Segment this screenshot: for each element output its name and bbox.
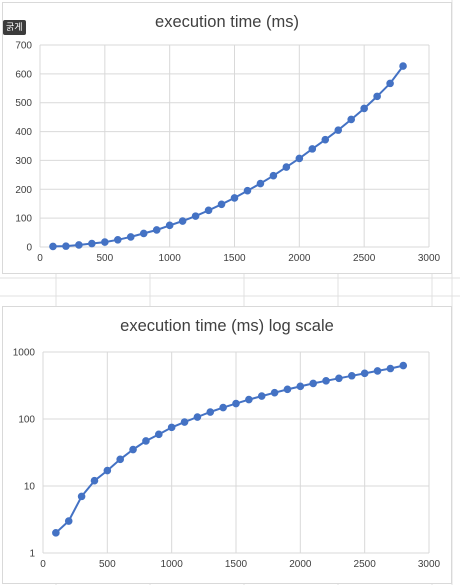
y-tick-label: 1000 bbox=[13, 348, 36, 359]
data-point[interactable] bbox=[245, 395, 253, 404]
series-line bbox=[55, 364, 404, 534]
series-line bbox=[52, 65, 404, 248]
data-point[interactable] bbox=[62, 242, 70, 250]
x-tick-label: 1000 bbox=[159, 253, 182, 264]
data-point[interactable] bbox=[167, 423, 176, 432]
data-point[interactable] bbox=[257, 392, 266, 400]
data-point[interactable] bbox=[399, 361, 408, 370]
y-tick-label: 10 bbox=[24, 482, 36, 493]
data-point[interactable] bbox=[232, 399, 240, 408]
y-tick-label: 300 bbox=[15, 156, 32, 167]
data-point[interactable] bbox=[204, 206, 213, 215]
data-point[interactable] bbox=[75, 241, 83, 249]
data-point[interactable] bbox=[270, 388, 279, 397]
data-point[interactable] bbox=[77, 492, 86, 501]
x-tick-label: 0 bbox=[37, 253, 43, 264]
y-tick-label: 100 bbox=[15, 214, 32, 225]
x-tick-label: 3000 bbox=[418, 253, 441, 264]
data-point[interactable] bbox=[321, 135, 330, 144]
x-tick-label: 1000 bbox=[161, 559, 184, 570]
chart-title: execution time (ms) log scale bbox=[120, 317, 334, 335]
data-point[interactable] bbox=[90, 476, 99, 485]
y-tick-label: 0 bbox=[26, 243, 32, 254]
chart-log-scale[interactable]: execution time (ms) log scale 0 500 1000 15… bbox=[2, 306, 452, 584]
x-tick-label: 2500 bbox=[354, 559, 377, 570]
data-point[interactable] bbox=[322, 376, 330, 385]
y-tick-label: 400 bbox=[15, 127, 32, 138]
bold-tooltip-badge: 굵게 bbox=[3, 20, 26, 35]
data-point[interactable] bbox=[283, 385, 292, 394]
data-point[interactable] bbox=[243, 186, 252, 195]
data-point[interactable] bbox=[269, 171, 278, 180]
data-point[interactable] bbox=[308, 145, 317, 153]
data-point[interactable] bbox=[193, 413, 202, 421]
data-point[interactable] bbox=[334, 126, 343, 134]
data-point[interactable] bbox=[139, 229, 148, 238]
data-point[interactable] bbox=[101, 238, 109, 246]
data-point[interactable] bbox=[126, 233, 135, 241]
data-point[interactable] bbox=[347, 115, 356, 124]
x-tick-label: 0 bbox=[40, 559, 46, 570]
plot-area-log: 0 500 1000 1500 2000 2500 3000 1 10 100 1000 bbox=[13, 348, 441, 571]
data-point[interactable] bbox=[360, 369, 369, 378]
data-point[interactable] bbox=[217, 200, 226, 209]
y-tick-label: 200 bbox=[15, 185, 32, 196]
data-point[interactable] bbox=[386, 364, 395, 373]
data-point[interactable] bbox=[165, 221, 174, 230]
chart-linear[interactable]: execution time (ms) 0 500 1000 1500 2000 2500… bbox=[2, 2, 452, 274]
x-tick-label: 2000 bbox=[288, 253, 311, 264]
data-point[interactable] bbox=[335, 374, 343, 383]
data-point[interactable] bbox=[191, 212, 200, 220]
data-point[interactable] bbox=[230, 194, 239, 202]
data-point[interactable] bbox=[142, 437, 150, 445]
y-tick-label: 100 bbox=[18, 415, 35, 426]
y-tick-label: 600 bbox=[15, 69, 32, 80]
data-point[interactable] bbox=[296, 382, 305, 391]
data-point[interactable] bbox=[152, 226, 161, 234]
data-point[interactable] bbox=[360, 104, 368, 113]
data-point[interactable] bbox=[49, 242, 57, 251]
x-tick-label: 3000 bbox=[418, 559, 441, 570]
data-point[interactable] bbox=[399, 62, 407, 70]
data-point[interactable] bbox=[114, 235, 122, 244]
x-tick-label: 500 bbox=[99, 559, 116, 570]
data-point[interactable] bbox=[178, 217, 187, 225]
data-point[interactable] bbox=[219, 403, 227, 412]
x-tick-label: 500 bbox=[96, 253, 113, 264]
x-tick-label: 2500 bbox=[353, 253, 376, 264]
x-tick-label: 1500 bbox=[223, 253, 246, 264]
data-point[interactable] bbox=[295, 154, 304, 163]
data-point[interactable] bbox=[386, 79, 394, 88]
x-tick-label: 2000 bbox=[289, 559, 312, 570]
data-point[interactable] bbox=[155, 430, 163, 439]
data-point[interactable] bbox=[129, 445, 137, 454]
data-point[interactable] bbox=[309, 379, 318, 388]
data-point[interactable] bbox=[52, 529, 60, 537]
plot-area-linear: 0 500 1000 1500 2000 2500 3000 0 100 200 300 400 500… bbox=[15, 41, 441, 265]
y-tick-label: 500 bbox=[15, 98, 32, 109]
data-point[interactable] bbox=[116, 455, 124, 464]
data-point[interactable] bbox=[373, 92, 381, 101]
data-point[interactable] bbox=[206, 408, 215, 416]
data-point[interactable] bbox=[103, 466, 112, 475]
data-point[interactable] bbox=[256, 179, 265, 188]
y-tick-label: 700 bbox=[15, 41, 32, 52]
data-point[interactable] bbox=[64, 517, 73, 525]
data-point[interactable] bbox=[348, 371, 356, 380]
y-tick-label: 1 bbox=[29, 549, 35, 560]
chart-title: execution time (ms) bbox=[155, 13, 299, 31]
data-point[interactable] bbox=[88, 239, 96, 248]
data-point[interactable] bbox=[180, 418, 189, 426]
x-tick-label: 1500 bbox=[225, 559, 248, 570]
data-point[interactable] bbox=[373, 367, 382, 375]
data-point[interactable] bbox=[282, 163, 291, 171]
